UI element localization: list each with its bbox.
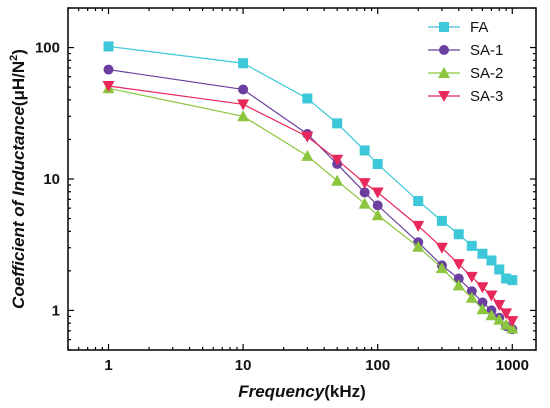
data-point-sa-1 (238, 84, 249, 95)
data-point-sa-2 (506, 322, 519, 334)
data-point-fa (372, 159, 383, 170)
data-point-fa (413, 196, 424, 207)
data-point-sa-3 (412, 220, 425, 232)
y-tick-label: 10 (43, 171, 60, 188)
y-axis-label: Coefficient of Inductance (9, 106, 28, 309)
data-point-fa (238, 58, 249, 69)
legend-marker-fa (439, 22, 449, 32)
x-axis-title: Frequency(kHz) (238, 382, 366, 401)
data-point-fa (501, 273, 512, 284)
legend-label-sa-2: SA-2 (470, 65, 503, 82)
data-point-sa-2 (465, 291, 478, 303)
data-point-fa (359, 145, 370, 156)
tick-labels: 1 10 100 1000 1 10 100 (35, 40, 529, 374)
data-point-sa-3 (500, 308, 513, 320)
x-tick-label: 100 (365, 357, 390, 374)
data-point-sa-3 (476, 282, 489, 294)
data-point-sa-2 (301, 149, 314, 161)
data-point-fa (507, 275, 518, 286)
data-point-sa-3 (485, 290, 498, 302)
series-fa (103, 41, 518, 286)
legend-marker-sa-2 (438, 67, 450, 78)
data-point-sa-1 (372, 200, 383, 211)
data-point-sa-1 (359, 187, 370, 198)
data-point-sa-2 (331, 174, 344, 186)
legend-marker-sa-1 (439, 45, 449, 55)
data-point-sa-1 (466, 286, 477, 297)
data-point-sa-2 (476, 303, 489, 315)
y-axis-title: Coefficient of Inductance(μH/N2) (8, 49, 28, 309)
legend-label-fa: FA (470, 19, 488, 36)
series-sa-3 (102, 81, 519, 328)
y-axis-unit: (μH/N (9, 61, 28, 106)
data-point-sa-3 (506, 316, 519, 328)
series-sa-2 (102, 82, 519, 334)
data-point-sa-3 (452, 259, 465, 271)
data-point-fa (103, 41, 114, 52)
data-point-sa-3 (435, 242, 448, 254)
plot-frame (67, 7, 537, 351)
data-point-sa-1 (453, 273, 464, 284)
data-point-fa (494, 264, 505, 275)
data-point-sa-2 (412, 240, 425, 252)
data-point-fa (302, 93, 313, 104)
series-line-sa-2 (108, 87, 513, 329)
data-point-sa-3 (102, 81, 115, 93)
data-point-sa-3 (371, 187, 384, 199)
axis-ticks (67, 7, 536, 351)
data-point-fa (486, 255, 497, 266)
x-tick-label: 1 (104, 357, 112, 374)
legend-marker-sa-3 (438, 91, 450, 102)
y-tick-label: 1 (52, 302, 60, 319)
data-point-fa (466, 240, 477, 251)
data-point-fa (332, 118, 343, 129)
series-sa-1 (103, 64, 518, 335)
data-point-sa-2 (500, 318, 513, 330)
data-point-sa-2 (493, 313, 506, 325)
y-axis-unit-tail: ) (9, 49, 28, 55)
x-axis-label: Frequency (238, 382, 326, 401)
data-point-sa-2 (371, 209, 384, 221)
data-point-sa-3 (301, 131, 314, 143)
x-tick-label: 10 (235, 357, 252, 374)
legend-label-sa-3: SA-3 (470, 88, 503, 105)
data-point-sa-2 (435, 262, 448, 274)
x-tick-label: 1000 (496, 357, 529, 374)
data-point-sa-2 (452, 279, 465, 291)
data-point-fa (453, 229, 464, 240)
x-axis-unit: (kHz) (324, 382, 366, 401)
data-point-sa-1 (103, 64, 114, 75)
data-point-fa (436, 215, 447, 226)
legend: FA SA-1 SA-2 SA-3 (428, 19, 503, 105)
data-point-sa-1 (477, 297, 488, 308)
y-axis-unit-sup: 2 (8, 55, 20, 61)
data-point-sa-2 (485, 309, 498, 321)
data-point-sa-3 (465, 271, 478, 283)
data-point-sa-3 (358, 178, 371, 190)
data-point-sa-2 (237, 110, 250, 122)
series-line-sa-3 (108, 85, 513, 322)
y-tick-label: 100 (35, 40, 60, 57)
data-point-sa-3 (493, 299, 506, 311)
series-line-fa (108, 45, 513, 281)
series-layer (102, 41, 519, 335)
data-point-sa-2 (358, 197, 371, 209)
data-point-sa-3 (237, 99, 250, 111)
data-point-fa (477, 248, 488, 259)
data-point-sa-3 (331, 154, 344, 166)
series-line-sa-1 (108, 68, 513, 330)
legend-label-sa-1: SA-1 (470, 42, 503, 59)
